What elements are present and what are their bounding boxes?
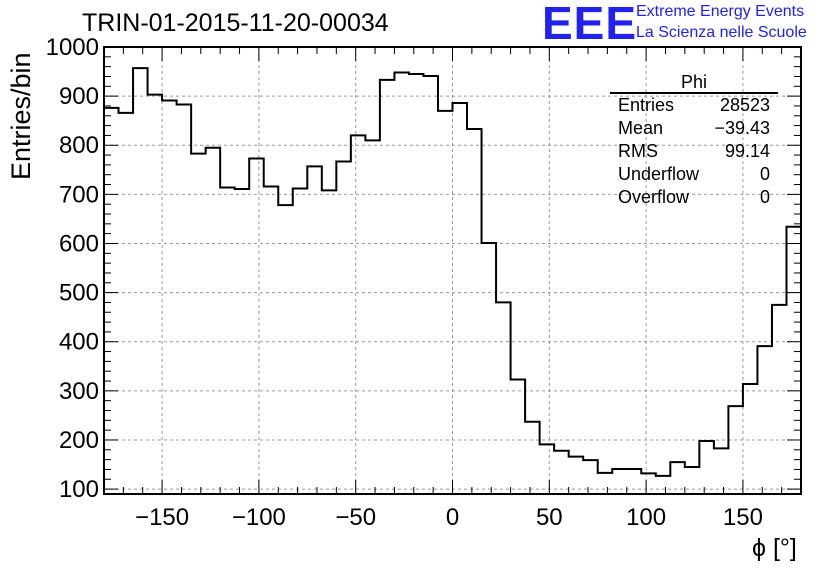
stats-row-rms: RMS 99.14 bbox=[610, 140, 778, 163]
stats-row-mean: Mean −39.43 bbox=[610, 117, 778, 140]
stats-row-overflow: Overflow 0 bbox=[610, 186, 778, 209]
stats-value: 0 bbox=[759, 164, 770, 184]
y-tick-label: 100 bbox=[59, 476, 99, 503]
x-axis-label: ϕ [°] bbox=[752, 534, 797, 562]
logo-subtitle-line2: La Scienza nelle Scuole bbox=[636, 24, 807, 41]
y-tick-label: 1000 bbox=[46, 34, 99, 61]
y-tick-label: 900 bbox=[59, 83, 99, 110]
stats-box: Phi Entries 28523 Mean −39.43 RMS 99.14 … bbox=[610, 72, 778, 209]
x-tick-label: −50 bbox=[335, 504, 376, 531]
y-tick-label: 800 bbox=[59, 132, 99, 159]
histogram-series bbox=[104, 67, 801, 477]
stats-row-underflow: Underflow 0 bbox=[610, 163, 778, 186]
y-tick-label: 300 bbox=[59, 378, 99, 405]
tick-labels: −150 −100 −50 0 50 100 150 100 200 300 400 500 600 70… bbox=[46, 34, 763, 531]
x-tick-label: 50 bbox=[536, 504, 563, 531]
stats-label: Overflow bbox=[618, 187, 690, 207]
stats-value: −39.43 bbox=[714, 118, 770, 138]
y-tick-label: 500 bbox=[59, 280, 99, 307]
x-tick-label: 0 bbox=[446, 504, 459, 531]
stats-value: 28523 bbox=[719, 95, 770, 115]
stats-label: Entries bbox=[618, 95, 675, 115]
stats-value: 0 bbox=[759, 187, 770, 207]
x-tick-label: 150 bbox=[723, 504, 763, 531]
stats-value: 99.14 bbox=[724, 141, 770, 161]
y-tick-label: 600 bbox=[59, 230, 99, 257]
stats-row-entries: Entries 28523 bbox=[610, 94, 778, 117]
y-axis-label: Entries/bin bbox=[6, 52, 36, 180]
x-tick-label: 100 bbox=[626, 504, 666, 531]
y-tick-label: 400 bbox=[59, 329, 99, 356]
stats-title: Phi bbox=[610, 72, 778, 94]
y-tick-label: 200 bbox=[59, 427, 99, 454]
chart-title: TRIN-01-2015-11-20-00034 bbox=[82, 9, 389, 37]
logo-subtitle-line1: Extreme Energy Events bbox=[636, 3, 805, 20]
stats-label: RMS bbox=[618, 141, 658, 161]
eee-logo: EEE bbox=[542, 0, 638, 49]
axes bbox=[103, 46, 802, 495]
y-tick-label: 700 bbox=[59, 181, 99, 208]
stats-label: Underflow bbox=[618, 164, 700, 184]
x-tick-label: −100 bbox=[232, 504, 286, 531]
histogram-line bbox=[104, 67, 801, 477]
stats-label: Mean bbox=[618, 118, 664, 138]
x-tick-label: −150 bbox=[135, 504, 189, 531]
